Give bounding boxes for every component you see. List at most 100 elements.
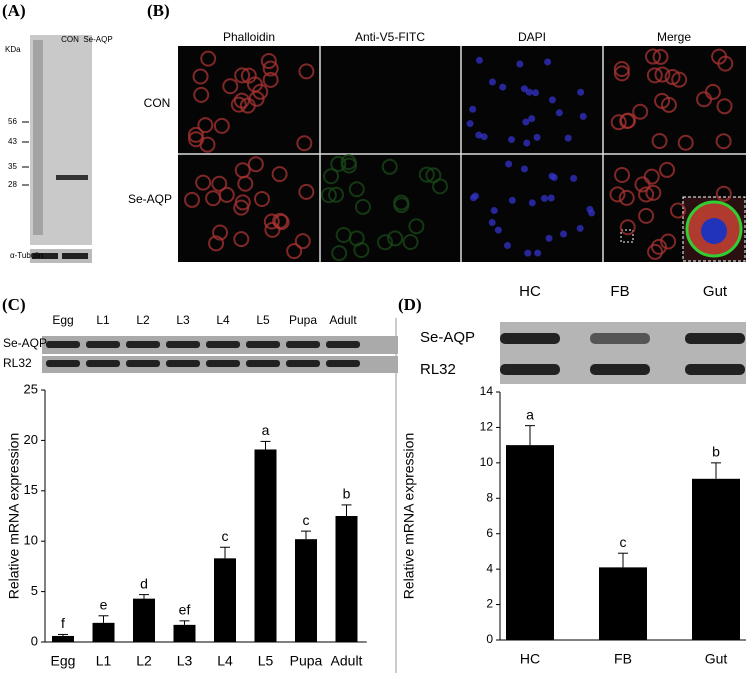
cells <box>184 48 734 262</box>
cell <box>466 120 474 128</box>
cell <box>499 83 507 91</box>
y-tick-label: 5 <box>31 583 38 598</box>
cell <box>576 224 584 232</box>
cell <box>262 71 279 88</box>
band <box>246 341 280 348</box>
significance-label: c <box>620 534 627 550</box>
y-axis-label: Relative mRNA expression <box>6 433 22 600</box>
cell <box>211 175 228 192</box>
marker-label: 35 <box>8 162 17 171</box>
band <box>166 341 200 348</box>
cell <box>533 133 541 141</box>
significance-label: c <box>222 528 229 544</box>
cell <box>475 56 483 64</box>
lane-label: L1 <box>96 313 110 327</box>
x-tick-label: Gut <box>705 651 728 667</box>
cell <box>620 112 637 129</box>
column-label: Anti-V5-FITC <box>355 30 425 44</box>
cell <box>205 190 222 207</box>
bar <box>92 622 115 642</box>
x-tick-label: L1 <box>96 653 112 669</box>
cell <box>618 189 635 206</box>
cell <box>704 83 721 100</box>
cell <box>330 155 347 172</box>
y-tick-label: 0 <box>486 632 493 646</box>
row-label: Se-AQP <box>3 336 47 350</box>
cell <box>490 207 498 215</box>
cell <box>524 249 532 257</box>
cell <box>234 162 251 179</box>
cell <box>669 202 686 219</box>
cell <box>187 126 204 143</box>
x-tick-label: Egg <box>51 653 76 669</box>
cell <box>560 230 568 238</box>
cell <box>408 218 425 235</box>
y-tick-label: 4 <box>486 561 493 575</box>
cell <box>516 60 524 68</box>
cell <box>646 67 663 84</box>
band <box>56 175 88 180</box>
row-label: RL32 <box>3 356 32 370</box>
lane-label: L5 <box>256 313 270 327</box>
cell <box>564 134 572 142</box>
cell <box>522 118 530 126</box>
cell <box>650 238 667 255</box>
lane-label: L3 <box>176 313 190 327</box>
unit-label: KDa <box>5 45 21 54</box>
error-bar <box>220 546 230 559</box>
cell <box>402 234 419 251</box>
cell <box>659 161 676 178</box>
band <box>126 341 160 348</box>
cell <box>222 78 239 95</box>
cell <box>716 98 733 115</box>
significance-label: f <box>61 615 65 631</box>
band <box>46 360 80 367</box>
significance-label: b <box>712 444 720 460</box>
cell <box>195 174 212 191</box>
cell <box>286 243 303 260</box>
cell <box>234 194 251 211</box>
cell <box>613 61 630 78</box>
band <box>685 333 745 344</box>
x-tick-label: L3 <box>177 653 193 669</box>
y-tick-label: 10 <box>24 533 38 548</box>
bar <box>335 516 358 642</box>
band <box>62 253 88 259</box>
cell <box>638 186 655 203</box>
column-label: Phalloidin <box>223 30 275 44</box>
x-tick-label: HC <box>520 651 540 667</box>
lane-label: Gut <box>703 283 728 300</box>
x-tick-label: FB <box>614 651 632 667</box>
cell <box>660 96 677 113</box>
cell <box>660 233 677 250</box>
bar <box>295 539 317 642</box>
cell <box>381 158 398 175</box>
cell <box>188 131 205 148</box>
cell <box>262 60 279 77</box>
cell <box>632 103 649 120</box>
cell <box>651 133 668 150</box>
band <box>590 364 650 375</box>
marker-label: 28 <box>8 180 17 189</box>
cell <box>296 135 313 152</box>
lane-label: Egg <box>52 313 73 327</box>
marker-label: 43 <box>8 137 17 146</box>
x-tick-label: L5 <box>258 653 274 669</box>
band <box>286 360 320 367</box>
y-tick-label: 8 <box>486 490 493 504</box>
band <box>86 341 120 348</box>
error-bar <box>301 530 311 540</box>
cell <box>652 48 669 65</box>
cell <box>246 76 263 93</box>
cell <box>200 50 217 67</box>
cell <box>184 191 201 208</box>
cell <box>230 96 247 113</box>
error-bar <box>618 552 628 568</box>
cell <box>348 230 365 247</box>
bar <box>692 478 740 640</box>
column-label: DAPI <box>518 30 546 44</box>
cell <box>323 168 340 185</box>
roi <box>620 229 634 243</box>
cell <box>233 231 250 248</box>
cell <box>208 235 225 252</box>
